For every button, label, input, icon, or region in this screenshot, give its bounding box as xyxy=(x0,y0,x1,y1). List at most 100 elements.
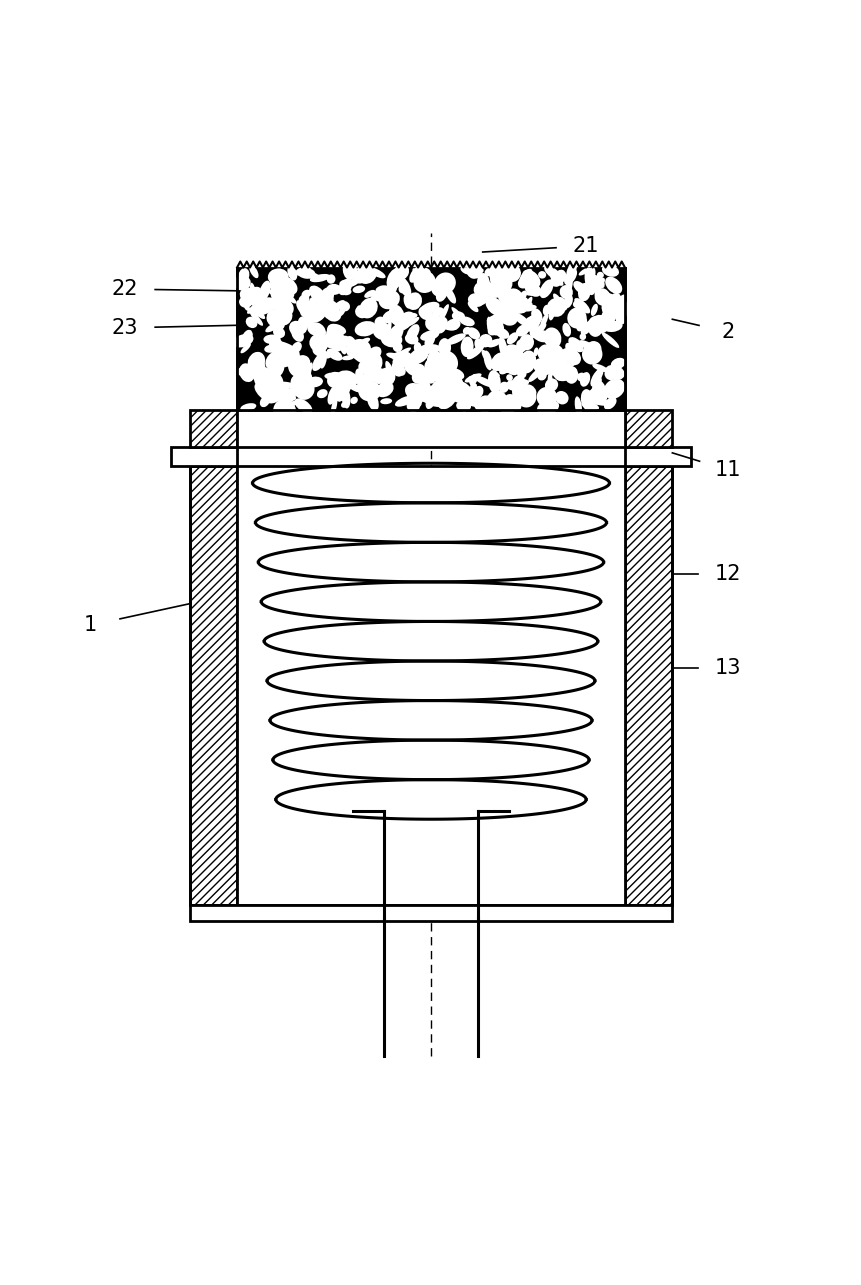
Ellipse shape xyxy=(326,274,335,284)
Ellipse shape xyxy=(353,339,363,348)
Ellipse shape xyxy=(252,374,264,378)
Ellipse shape xyxy=(542,353,555,369)
Ellipse shape xyxy=(334,335,354,346)
Ellipse shape xyxy=(275,348,293,361)
Ellipse shape xyxy=(431,312,439,319)
Ellipse shape xyxy=(565,343,577,356)
Ellipse shape xyxy=(513,303,526,314)
Ellipse shape xyxy=(237,368,245,375)
Ellipse shape xyxy=(483,351,492,370)
Ellipse shape xyxy=(287,266,297,280)
Ellipse shape xyxy=(309,334,327,352)
Ellipse shape xyxy=(335,370,357,388)
Bar xyxy=(237,465,624,906)
Ellipse shape xyxy=(238,364,255,382)
Ellipse shape xyxy=(532,330,551,342)
Ellipse shape xyxy=(245,316,257,328)
Ellipse shape xyxy=(319,299,331,312)
Ellipse shape xyxy=(279,278,293,293)
Ellipse shape xyxy=(369,296,376,302)
Ellipse shape xyxy=(363,275,375,281)
Ellipse shape xyxy=(359,371,378,384)
Ellipse shape xyxy=(585,267,595,285)
Ellipse shape xyxy=(592,317,599,323)
Ellipse shape xyxy=(466,262,482,279)
Ellipse shape xyxy=(462,388,480,406)
Ellipse shape xyxy=(346,335,358,355)
Ellipse shape xyxy=(491,352,511,371)
Ellipse shape xyxy=(604,276,622,294)
Ellipse shape xyxy=(436,351,457,373)
Ellipse shape xyxy=(367,392,378,411)
Ellipse shape xyxy=(564,366,578,384)
Ellipse shape xyxy=(381,332,402,347)
Ellipse shape xyxy=(544,378,558,392)
Ellipse shape xyxy=(280,382,298,389)
Ellipse shape xyxy=(270,283,282,301)
Ellipse shape xyxy=(343,260,356,280)
Ellipse shape xyxy=(412,393,421,407)
Ellipse shape xyxy=(258,368,274,388)
Ellipse shape xyxy=(297,267,315,279)
Ellipse shape xyxy=(578,283,589,301)
Ellipse shape xyxy=(424,384,441,402)
Ellipse shape xyxy=(436,285,448,302)
Ellipse shape xyxy=(261,386,281,400)
Ellipse shape xyxy=(358,360,372,374)
Ellipse shape xyxy=(311,323,325,339)
Ellipse shape xyxy=(266,308,283,326)
Ellipse shape xyxy=(405,383,426,401)
Ellipse shape xyxy=(356,266,365,274)
Ellipse shape xyxy=(549,274,563,285)
Ellipse shape xyxy=(569,352,575,366)
Ellipse shape xyxy=(269,338,282,350)
Ellipse shape xyxy=(480,281,492,296)
Ellipse shape xyxy=(481,350,489,362)
Ellipse shape xyxy=(573,298,590,314)
Ellipse shape xyxy=(573,281,586,294)
Ellipse shape xyxy=(375,382,393,397)
Ellipse shape xyxy=(372,374,383,384)
Ellipse shape xyxy=(541,351,560,371)
Ellipse shape xyxy=(539,279,553,298)
Ellipse shape xyxy=(386,269,403,290)
Text: 11: 11 xyxy=(715,460,740,481)
Ellipse shape xyxy=(350,397,357,403)
Ellipse shape xyxy=(540,314,548,328)
Ellipse shape xyxy=(371,290,390,302)
Ellipse shape xyxy=(553,293,565,310)
Ellipse shape xyxy=(251,293,267,306)
Text: 2: 2 xyxy=(721,323,734,342)
Ellipse shape xyxy=(517,290,526,303)
Ellipse shape xyxy=(498,288,514,305)
Ellipse shape xyxy=(467,344,484,360)
Ellipse shape xyxy=(279,346,297,356)
Ellipse shape xyxy=(341,387,350,409)
Ellipse shape xyxy=(397,359,420,369)
Ellipse shape xyxy=(393,342,402,352)
Ellipse shape xyxy=(487,326,498,335)
Text: 13: 13 xyxy=(715,658,740,678)
Ellipse shape xyxy=(463,266,483,275)
Ellipse shape xyxy=(284,398,296,418)
Ellipse shape xyxy=(262,370,283,392)
Ellipse shape xyxy=(469,383,476,389)
Ellipse shape xyxy=(547,298,565,317)
Ellipse shape xyxy=(233,275,251,290)
Bar xyxy=(170,447,237,465)
Ellipse shape xyxy=(319,350,326,369)
Ellipse shape xyxy=(300,375,307,391)
Ellipse shape xyxy=(394,311,414,332)
Ellipse shape xyxy=(464,374,481,383)
Ellipse shape xyxy=(563,279,572,298)
Ellipse shape xyxy=(356,306,362,315)
Ellipse shape xyxy=(449,374,463,393)
Ellipse shape xyxy=(294,370,312,388)
Text: 22: 22 xyxy=(112,279,138,299)
Ellipse shape xyxy=(319,288,334,306)
Bar xyxy=(624,410,672,447)
Ellipse shape xyxy=(474,375,494,387)
Ellipse shape xyxy=(576,373,585,382)
Ellipse shape xyxy=(326,371,342,388)
Ellipse shape xyxy=(264,386,281,401)
